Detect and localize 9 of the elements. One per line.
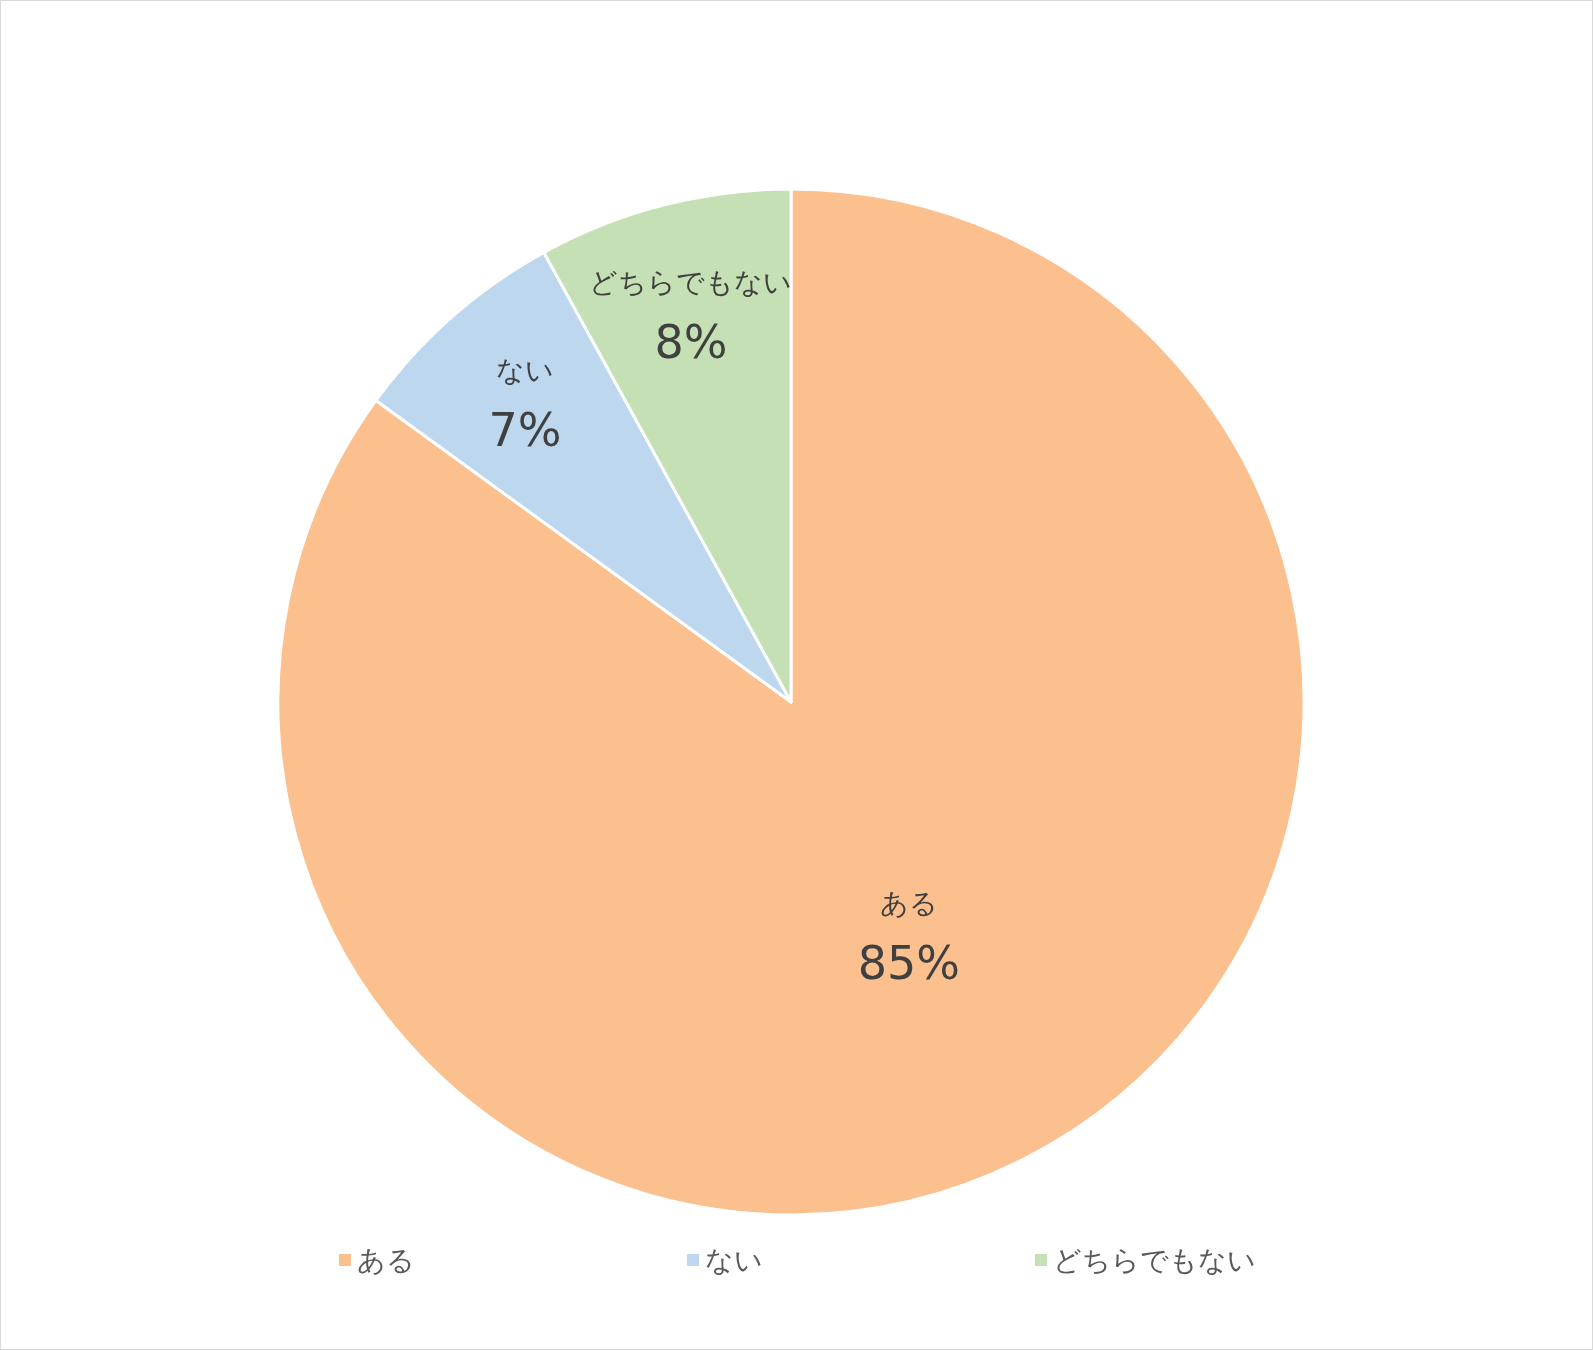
data-label: 8% bbox=[654, 315, 728, 370]
legend-label: ある bbox=[357, 1243, 415, 1277]
data-label: 85% bbox=[857, 936, 960, 991]
slice-label: ない bbox=[496, 353, 554, 387]
legend-label: ない bbox=[705, 1243, 763, 1277]
slice-label: ある bbox=[879, 886, 938, 920]
slice-label: どちらでもない bbox=[589, 265, 793, 299]
legend-label: どちらでもない bbox=[1053, 1243, 1256, 1277]
data-label: 7% bbox=[488, 403, 562, 458]
